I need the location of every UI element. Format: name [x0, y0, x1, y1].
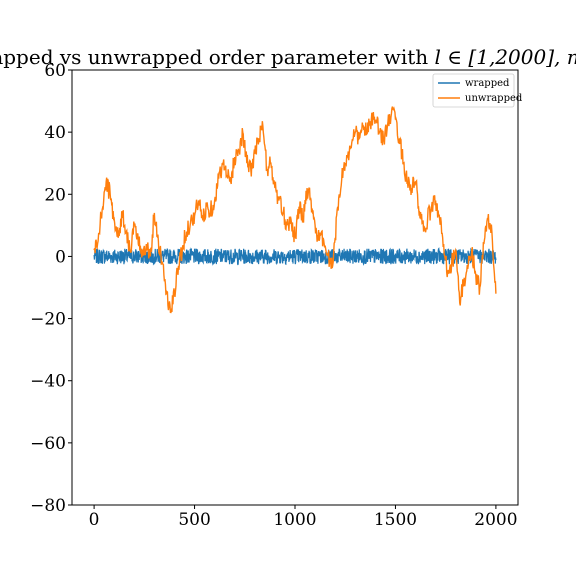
plot-frame [71, 69, 519, 506]
y-tick-label: −20 [30, 310, 66, 330]
y-tick-label: −60 [30, 434, 66, 454]
legend-label-wrapped: wrapped [465, 78, 510, 89]
x-tick-label: 1000 [273, 510, 316, 530]
plot-area [93, 106, 497, 314]
x-tick-label: 0 [89, 510, 100, 530]
y-tick-label: −80 [30, 496, 66, 516]
legend: wrapped unwrapped [432, 73, 523, 108]
y-tick-label: 0 [55, 247, 66, 267]
chart-title-prefix: Wrapped vs unwrapped order parameter wit… [0, 45, 435, 69]
chart-title: Wrapped vs unwrapped order parameter wit… [0, 45, 576, 69]
x-tick-label: 500 [178, 510, 210, 530]
series-wrapped-line [93, 247, 497, 266]
legend-label-unwrapped: unwrapped [465, 93, 523, 104]
x-tick-label: 2000 [474, 510, 517, 530]
y-tick-label: 40 [44, 123, 66, 143]
x-axis: 0 500 1000 1500 2000 [89, 505, 518, 530]
chart-title-math: l ∈ [1,2000], m ≠ 0 [435, 45, 576, 69]
x-tick-label: 1500 [374, 510, 417, 530]
y-tick-label: −40 [30, 372, 66, 392]
y-tick-label: 60 [44, 61, 66, 81]
y-axis: −80 −60 −40 −20 0 20 40 60 [30, 61, 72, 516]
y-tick-label: 20 [44, 185, 66, 205]
series-unwrapped-line [93, 106, 497, 314]
